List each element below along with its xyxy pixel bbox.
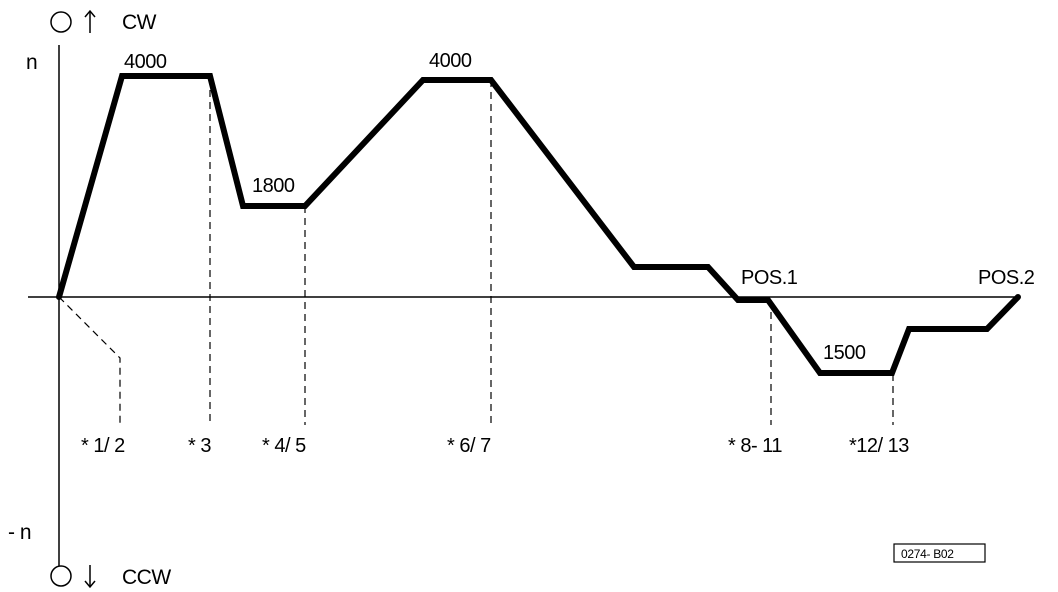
- arrow-up-icon: [84, 9, 96, 33]
- step-label-6-7: * 6/ 7: [447, 435, 491, 457]
- axis-label-n: n: [26, 51, 37, 74]
- step-label-1-2: * 1/ 2: [81, 435, 125, 457]
- position-label-pos2: POS.2: [978, 267, 1035, 289]
- speed-label-1800: 1800: [252, 175, 295, 197]
- ref-line-1-2: [58, 296, 121, 425]
- ccw-label: CCW: [122, 566, 171, 589]
- figure-code: 0274- B02: [901, 547, 954, 561]
- reference-lines: [58, 78, 894, 425]
- step-label-8-11: * 8- 11: [728, 435, 782, 457]
- rotation-circle-icon: [50, 565, 72, 587]
- step-label-12-13: *12/ 13: [849, 435, 909, 457]
- cw-label: CW: [122, 11, 157, 34]
- step-label-4-5: * 4/ 5: [262, 435, 306, 457]
- speed-label-1500: 1500: [823, 342, 866, 364]
- rotation-circle-icon: [50, 11, 72, 33]
- figure-code-box: 0274- B02: [893, 543, 986, 563]
- position-label-pos1: POS.1: [741, 267, 798, 289]
- speed-label-4000-first: 4000: [124, 51, 167, 73]
- step-label-3: * 3: [188, 435, 211, 457]
- arrow-down-icon: [84, 565, 96, 589]
- speed-label-4000-second: 4000: [429, 50, 472, 72]
- speed-profile-line: [56, 73, 1021, 376]
- axis-label-neg-n: - n: [8, 521, 31, 544]
